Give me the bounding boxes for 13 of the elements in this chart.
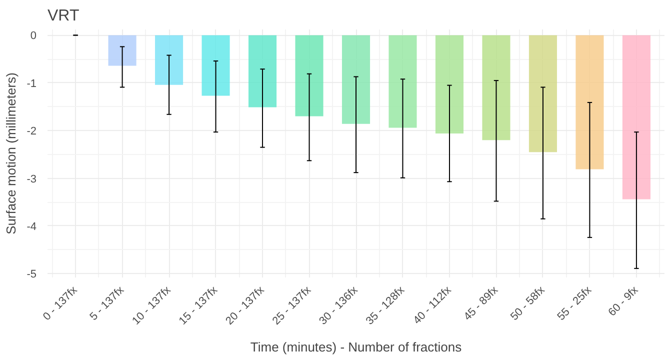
x-tick-label: 60 - 9fx — [606, 284, 642, 319]
x-tick-label: 50 - 58fx — [508, 284, 548, 324]
chart-title: VRT — [48, 8, 80, 24]
y-tick-label: -4 — [26, 220, 36, 233]
x-tick-label: 55 - 25fx — [555, 284, 594, 324]
x-tick-label: 45 - 89fx — [462, 284, 501, 324]
y-tick-label: 0 — [30, 30, 37, 42]
y-axis-title: Surface motion (millimeters) — [4, 72, 19, 234]
y-tick-label: -5 — [26, 268, 36, 281]
y-tick-label: -3 — [26, 173, 36, 186]
y-tick-label: -2 — [26, 126, 36, 138]
x-axis-title: Time (minutes) - Number of fractions — [250, 340, 462, 355]
y-tick-label: -1 — [26, 78, 36, 90]
